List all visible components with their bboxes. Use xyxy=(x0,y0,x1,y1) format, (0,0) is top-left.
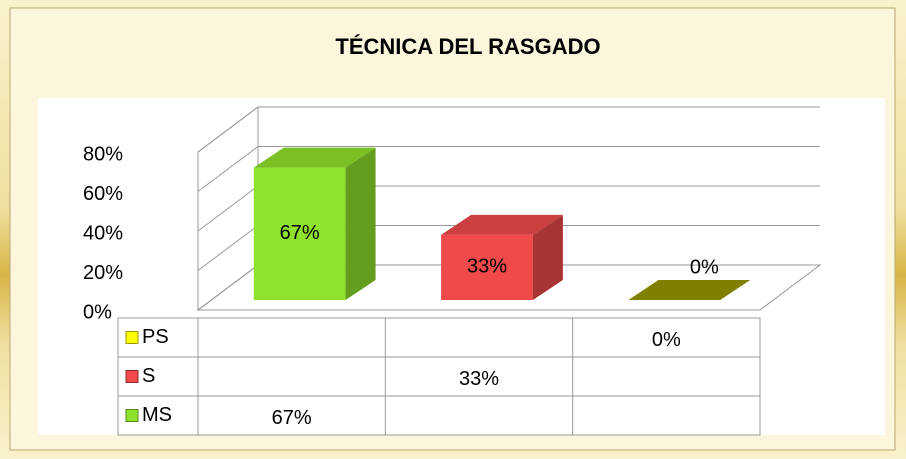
legend-label: PS xyxy=(142,326,169,348)
table-border xyxy=(117,317,761,436)
table-cell: 67% xyxy=(272,407,312,429)
data-label: 67% xyxy=(280,222,320,244)
bar-side xyxy=(532,214,563,300)
legend-label: MS xyxy=(142,404,172,426)
bar xyxy=(253,147,376,300)
table-cell: 0% xyxy=(652,329,681,351)
chart-title: TÉCNICA DEL RASGADO xyxy=(335,34,600,59)
legend-swatch xyxy=(125,331,139,344)
bar-top xyxy=(628,280,751,300)
grid-line xyxy=(197,106,820,153)
legend-swatch xyxy=(125,370,139,383)
y-tick-label: 40% xyxy=(83,222,123,244)
bar-side xyxy=(345,147,376,300)
legend-label: S xyxy=(142,365,155,387)
bar-front xyxy=(253,167,346,300)
bar-front xyxy=(441,234,533,300)
data-label: 33% xyxy=(467,256,507,278)
data-label: 0% xyxy=(690,256,719,278)
y-tick-label: 0% xyxy=(83,301,112,323)
table-cell: 33% xyxy=(459,368,499,390)
y-tick-label: 60% xyxy=(83,183,123,205)
grid-line xyxy=(197,146,820,192)
y-tick-label: 80% xyxy=(83,143,123,165)
bar-top xyxy=(441,214,563,235)
bar-top xyxy=(253,147,376,168)
bar xyxy=(628,280,751,300)
bar xyxy=(441,214,563,300)
y-tick-label: 20% xyxy=(83,262,123,284)
legend-swatch xyxy=(125,409,139,422)
